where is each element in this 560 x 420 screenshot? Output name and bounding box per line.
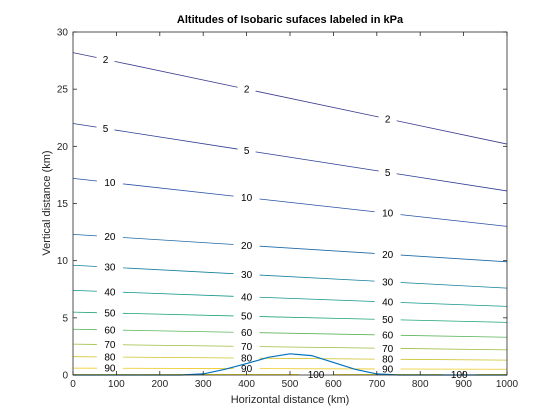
isobar-70: [122, 344, 234, 347]
y-tick-label: 25: [57, 85, 69, 96]
contour-label-10: 10: [104, 178, 116, 189]
contour-label-100: 100: [451, 370, 468, 381]
x-tick-label: 300: [195, 379, 212, 390]
isobar-30: [72, 264, 97, 267]
contour-label-50: 50: [241, 312, 253, 323]
isobar-50: [259, 316, 375, 320]
isobar-2: [255, 90, 379, 118]
y-tick-label: 0: [62, 371, 68, 382]
y-axis-label: Vertical distance (km): [41, 150, 53, 255]
contour-label-2: 2: [103, 55, 109, 66]
isobar-40: [122, 291, 234, 297]
contour-label-100: 100: [308, 370, 325, 381]
isobar-40: [259, 296, 375, 302]
contour-label-30: 30: [104, 263, 116, 274]
isobar-5: [72, 123, 97, 128]
contour-label-10: 10: [382, 209, 394, 220]
isobar-30: [122, 267, 234, 275]
contour-label-20: 20: [104, 232, 116, 243]
isobar-20: [72, 233, 97, 237]
isobar-80: [259, 357, 375, 360]
isobar-50: [72, 311, 97, 314]
y-tick-label: 15: [57, 199, 69, 210]
contour-label-60: 60: [104, 325, 116, 336]
contour-label-40: 40: [104, 287, 116, 298]
contour-label-80: 80: [382, 355, 394, 366]
contour-label-90: 90: [382, 364, 394, 375]
contour-label-90: 90: [104, 364, 116, 375]
contour-label-30: 30: [241, 270, 253, 281]
isobar-10: [259, 198, 375, 213]
isobar-2: [396, 120, 508, 145]
x-tick-label: 100: [108, 379, 125, 390]
contour-label-40: 40: [241, 292, 253, 303]
x-tick-label: 0: [70, 379, 76, 390]
isobar-40: [400, 302, 508, 307]
isobar-70: [259, 346, 375, 349]
contour-label-5: 5: [103, 124, 109, 135]
x-axis-label: Horizontal distance (km): [231, 394, 350, 406]
contour-label-20: 20: [241, 241, 253, 252]
isobar-5: [114, 129, 238, 150]
y-tick-label: 5: [62, 313, 68, 324]
contour-label-60: 60: [241, 328, 253, 339]
isobar-80: [122, 356, 234, 359]
contour-label-2: 2: [385, 114, 391, 125]
contour-label-2: 2: [244, 85, 250, 96]
contour-label-60: 60: [382, 331, 394, 342]
isobar-60: [122, 329, 234, 333]
isobar-70: [400, 348, 508, 351]
isobar-80: [400, 358, 508, 361]
contour-label-30: 30: [382, 277, 394, 288]
x-tick-label: 800: [412, 379, 429, 390]
isobar-30: [400, 282, 508, 289]
x-tick-label: 200: [151, 379, 168, 390]
y-tick-label: 30: [57, 28, 69, 39]
contour-label-80: 80: [104, 352, 116, 363]
isobar-30: [259, 274, 375, 282]
contour-label-50: 50: [104, 308, 116, 319]
isobar-20: [122, 237, 234, 245]
y-tick-label: 10: [57, 256, 69, 267]
isobar-5: [255, 151, 379, 172]
isobar-5: [396, 173, 508, 192]
contour-label-90: 90: [241, 364, 253, 375]
isobar-60: [400, 334, 508, 338]
x-tick-label: 500: [282, 379, 299, 390]
chart-title: Altitudes of Isobaric sufaces labeled in…: [177, 14, 404, 26]
isobar-2: [72, 52, 97, 58]
isobar-10: [122, 183, 234, 197]
isobar-20: [259, 245, 375, 254]
plot-area: [73, 32, 507, 375]
contour-label-50: 50: [382, 315, 394, 326]
isobar-60: [259, 332, 375, 336]
contour-label-10: 10: [241, 193, 253, 204]
contour-label-70: 70: [382, 344, 394, 355]
isobar-40: [72, 289, 97, 292]
x-tick-label: 1000: [496, 379, 519, 390]
isobar-50: [400, 319, 508, 323]
contour-label-70: 70: [241, 342, 253, 353]
x-tick-label: 600: [325, 379, 342, 390]
contour-label-5: 5: [385, 168, 391, 179]
isobar-10: [72, 177, 97, 182]
x-tick-label: 400: [238, 379, 255, 390]
isobar-10: [400, 214, 508, 227]
isobar-20: [400, 254, 508, 263]
contour-label-40: 40: [382, 297, 394, 308]
x-tick-label: 900: [455, 379, 472, 390]
contour-label-20: 20: [382, 250, 394, 261]
isobar-50: [122, 312, 234, 317]
x-tick-label: 700: [368, 379, 385, 390]
y-tick-label: 20: [57, 142, 69, 153]
isobar-2: [114, 60, 238, 88]
contour-label-5: 5: [244, 146, 250, 157]
contour-label-70: 70: [104, 340, 116, 351]
contour-label-80: 80: [241, 354, 253, 365]
